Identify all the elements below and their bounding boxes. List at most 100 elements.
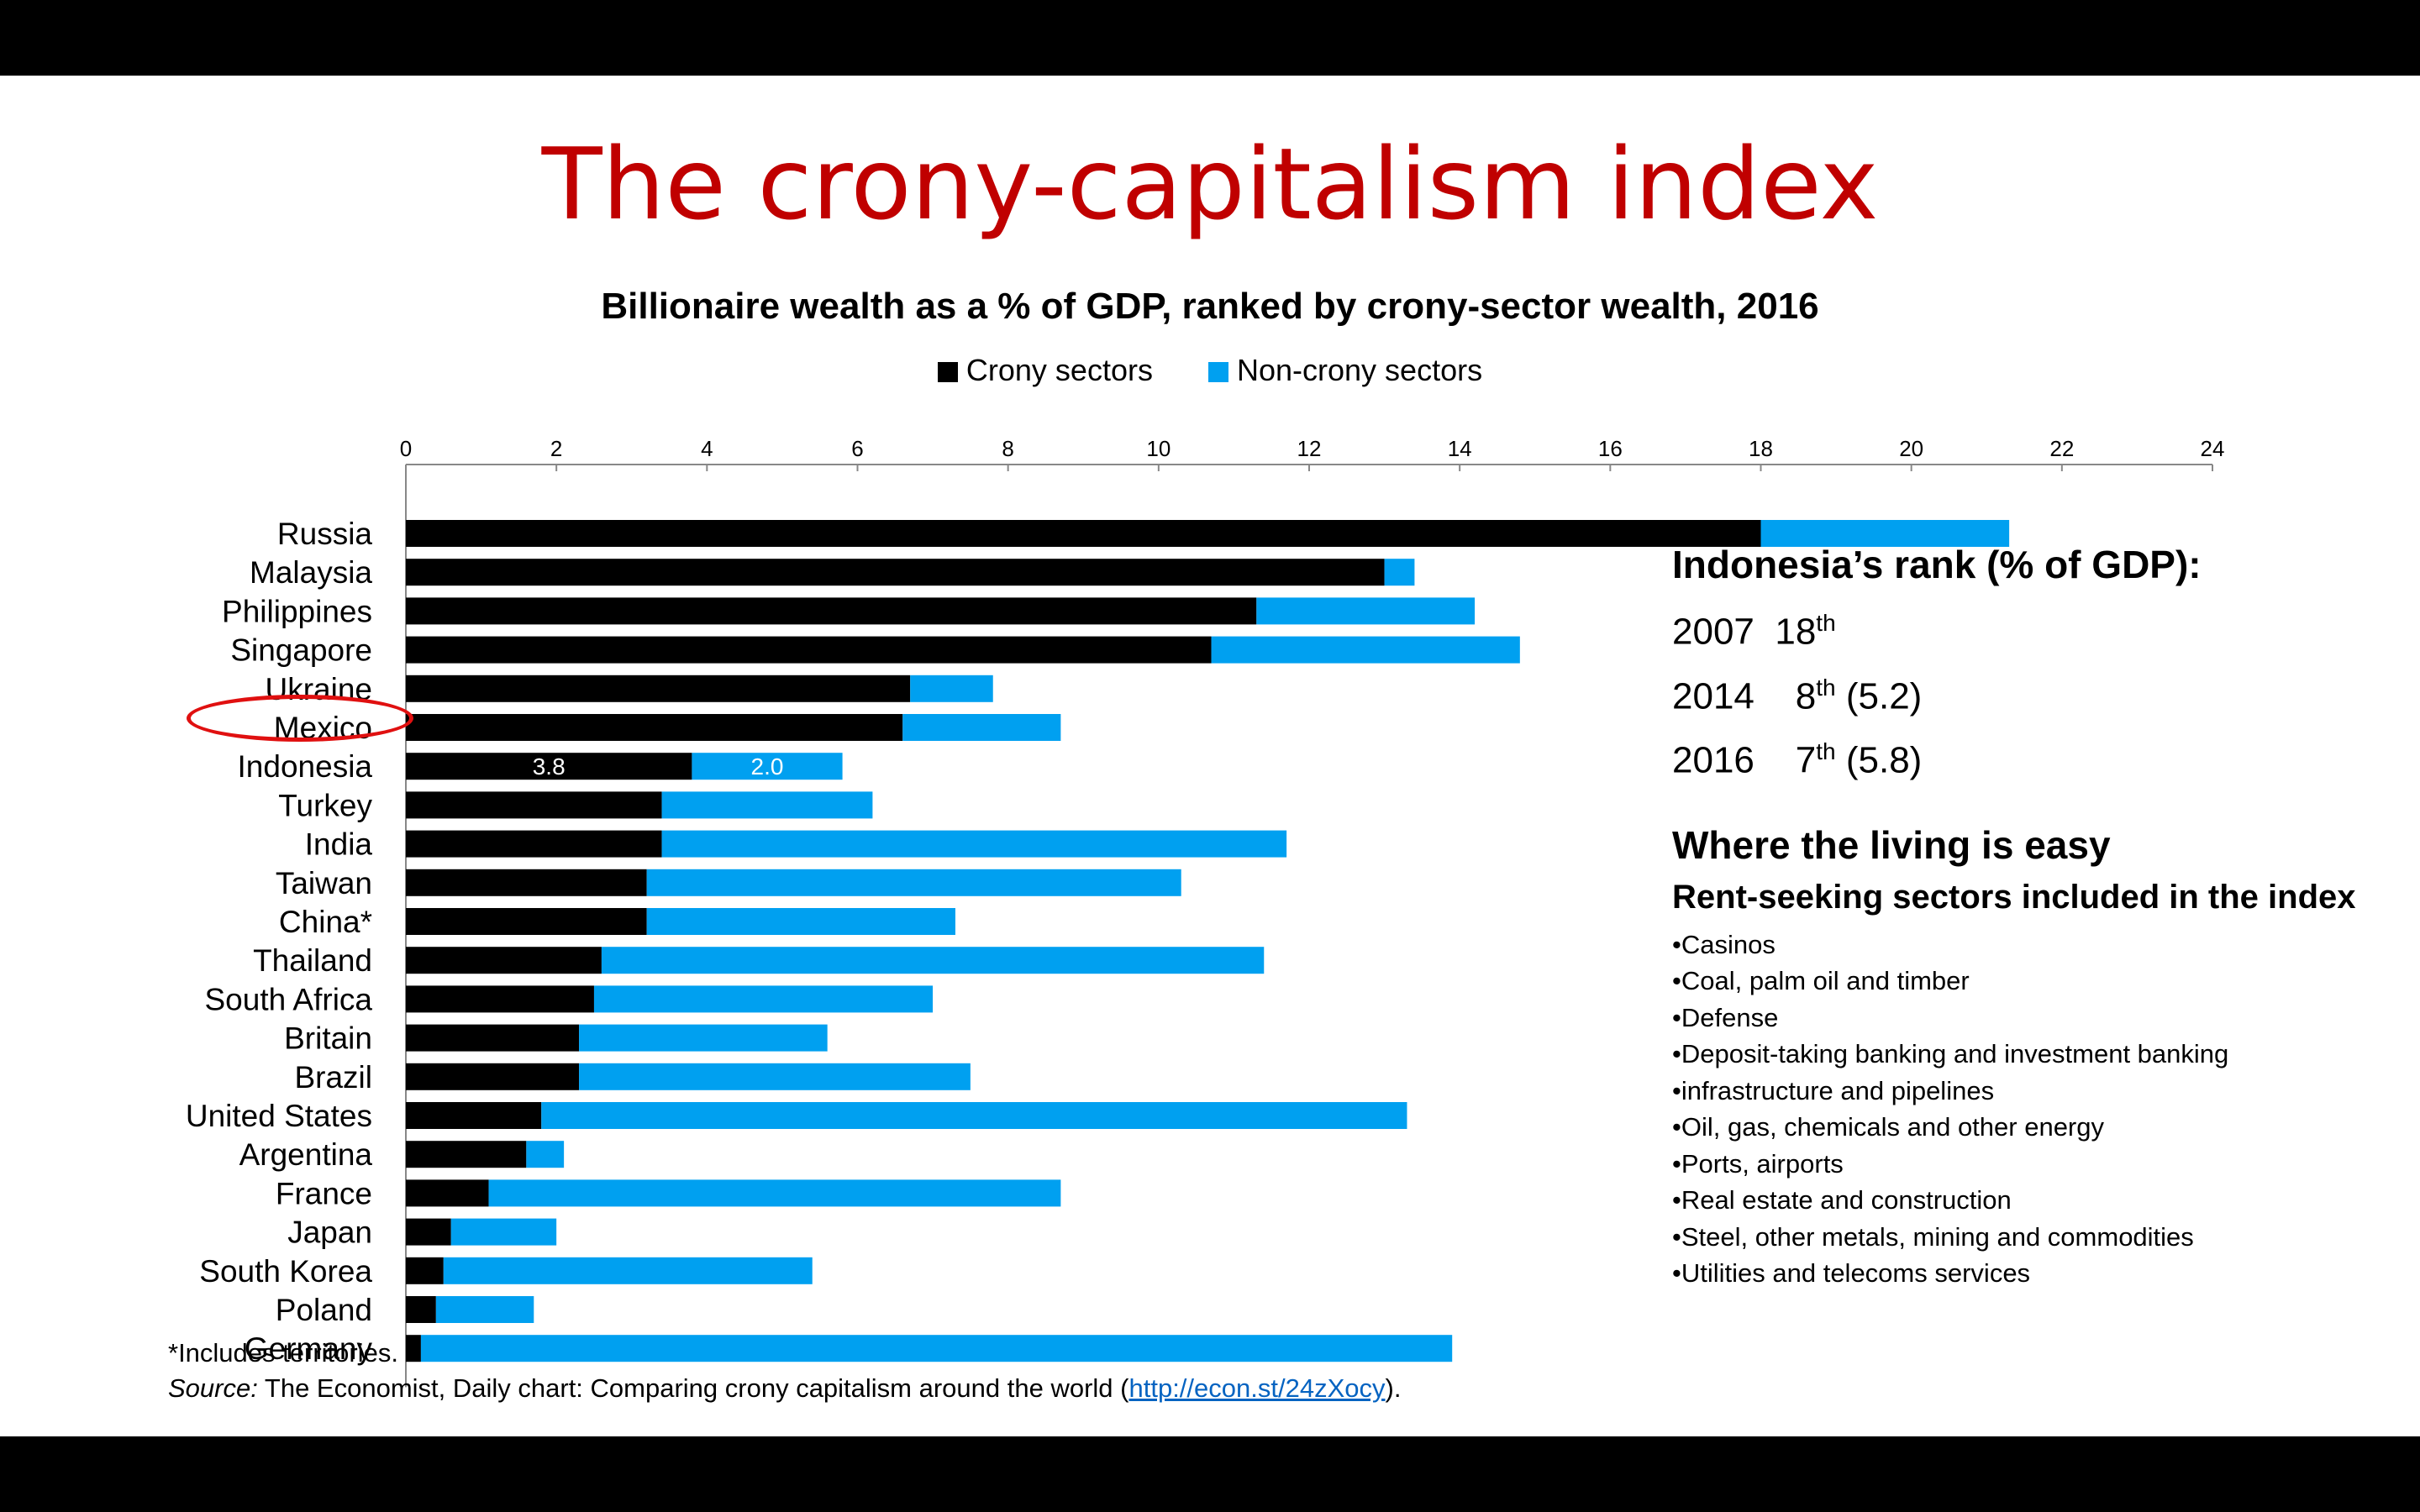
category-label: Indonesia <box>238 749 373 784</box>
bar-noncrony <box>1384 559 1415 586</box>
source-line: Source: The Economist, Daily chart: Comp… <box>168 1371 1401 1406</box>
rank-heading: Indonesia’s rank (% of GDP): <box>1672 543 2202 586</box>
x-tick-label: 4 <box>701 436 713 461</box>
category-label: Malaysia <box>250 555 372 590</box>
data-label-noncrony: 2.0 <box>751 753 784 780</box>
category-label: China* <box>279 905 372 939</box>
slide-title: The crony-capitalism index <box>541 126 1879 242</box>
bar-crony <box>406 753 692 780</box>
rank-suffix: th <box>1816 738 1836 765</box>
category-label: Taiwan <box>276 866 372 900</box>
chart-title: Billionaire wealth as a % of GDP, ranked… <box>601 286 1819 327</box>
category-label: Poland <box>276 1293 372 1327</box>
rank-year: 2016 <box>1672 739 1754 781</box>
x-tick-label: 24 <box>2201 436 2225 461</box>
rank-value: 8 <box>1795 675 1817 717</box>
bar-noncrony <box>579 1063 971 1090</box>
sector-item: •Ports, airports <box>1672 1148 1844 1179</box>
bar-crony <box>406 908 647 935</box>
sector-item: •Coal, palm oil and timber <box>1672 966 1970 996</box>
category-label: Brazil <box>294 1060 372 1095</box>
bar-noncrony <box>910 675 993 702</box>
rank-suffix: th <box>1816 610 1836 636</box>
x-tick-label: 6 <box>851 436 863 461</box>
category-label: South Korea <box>199 1254 372 1289</box>
bar-crony <box>406 675 911 702</box>
bar-crony <box>406 559 1385 586</box>
category-label: South Africa <box>204 982 372 1016</box>
bar-noncrony <box>646 908 955 935</box>
bar-noncrony <box>420 1335 1453 1362</box>
living-easy-heading: Where the living is easy <box>1672 822 2111 867</box>
bar-noncrony <box>1256 597 1476 625</box>
source-text: The Economist, Daily chart: Comparing cr… <box>257 1373 1129 1403</box>
indonesia-highlight-oval <box>187 695 413 742</box>
source-end: ). <box>1385 1373 1402 1403</box>
bar-crony <box>406 1102 542 1129</box>
category-label: Turkey <box>278 788 372 822</box>
bar-noncrony <box>646 869 1181 896</box>
rank-gdp: (5.2) <box>1835 675 1923 717</box>
legend-swatch-noncrony <box>1207 362 1228 383</box>
bar-noncrony <box>902 714 1061 741</box>
rank-row: 2007 18th <box>1672 596 2395 660</box>
source-label: Source: <box>168 1373 258 1403</box>
bar-noncrony <box>692 753 843 780</box>
category-label: United States <box>186 1099 372 1133</box>
category-label: Russia <box>277 517 373 551</box>
category-label: Germany <box>245 1331 373 1366</box>
legend-label-crony: Crony sectors <box>965 353 1153 387</box>
sector-item: •Oil, gas, chemicals and other energy <box>1672 1112 2104 1142</box>
x-tick-label: 12 <box>1297 436 1322 461</box>
rank-value: 7 <box>1795 739 1817 781</box>
bar-crony <box>406 947 602 974</box>
rank-row: 2014 8th (5.2) <box>1672 660 2395 725</box>
chart-legend: Crony sectors Non-crony sectors <box>0 353 2420 388</box>
bar-crony <box>406 1179 489 1207</box>
bar-noncrony <box>593 985 934 1013</box>
rank-value: 18 <box>1775 611 1817 653</box>
bar-crony <box>406 869 647 896</box>
bar-crony <box>406 1335 421 1362</box>
rank-year: 2007 <box>1672 611 1754 653</box>
bar-crony <box>406 1024 580 1052</box>
footer: *Includes territories. Source: The Econo… <box>168 1336 1401 1406</box>
category-label: Argentina <box>239 1137 373 1172</box>
x-tick-label: 8 <box>1002 436 1013 461</box>
bar-chart: 0 2 4 6 8 10 12 14 16 18 20 22 24RussiaMalaysiaPhili… <box>186 436 2225 1388</box>
sector-item: •Deposit-taking banking and investment b… <box>1672 1039 2229 1069</box>
side-panel: Indonesia’s rank (% of GDP): 2007 18th 2… <box>1672 542 2395 1292</box>
bar-noncrony <box>526 1141 565 1168</box>
rank-row: 2016 7th (5.8) <box>1672 724 2395 789</box>
bar-crony <box>406 1296 436 1323</box>
bar-crony <box>406 1063 580 1090</box>
category-label: Britain <box>284 1021 372 1056</box>
bar-noncrony <box>541 1102 1407 1129</box>
sector-item: •Steel, other metals, mining and commodi… <box>1672 1221 2194 1252</box>
legend-label-noncrony: Non-crony sectors <box>1236 353 1483 387</box>
x-tick-label: 2 <box>550 436 562 461</box>
bar-noncrony <box>443 1257 813 1284</box>
sector-item: •Casinos <box>1672 929 1776 959</box>
bar-noncrony <box>579 1024 828 1052</box>
sector-item: •Defense <box>1672 1002 1779 1032</box>
legend-swatch-crony <box>937 362 958 383</box>
x-tick-label: 22 <box>2049 436 2074 461</box>
x-tick-label: 10 <box>1146 436 1171 461</box>
bar-crony <box>406 597 1257 625</box>
bar-crony <box>406 985 594 1013</box>
legend-item-noncrony: Non-crony sectors <box>1207 353 1483 388</box>
x-tick-label: 20 <box>1899 436 1923 461</box>
sector-list: •Casinos •Coal, palm oil and timber •Def… <box>1672 927 2395 1292</box>
bar-noncrony <box>450 1218 557 1246</box>
bar-noncrony <box>1211 636 1520 664</box>
slide: The crony-capitalism index Billionaire w… <box>0 76 2420 1436</box>
bar-crony <box>406 1141 527 1168</box>
sector-item: •Utilities and telecoms services <box>1672 1258 2031 1289</box>
category-label: India <box>305 827 373 862</box>
legend-item-crony: Crony sectors <box>937 353 1153 388</box>
bar-noncrony <box>435 1296 534 1323</box>
category-label: Philippines <box>222 594 372 628</box>
source-link[interactable]: http://econ.st/24zXocy <box>1128 1373 1386 1403</box>
bar-crony <box>406 791 662 819</box>
